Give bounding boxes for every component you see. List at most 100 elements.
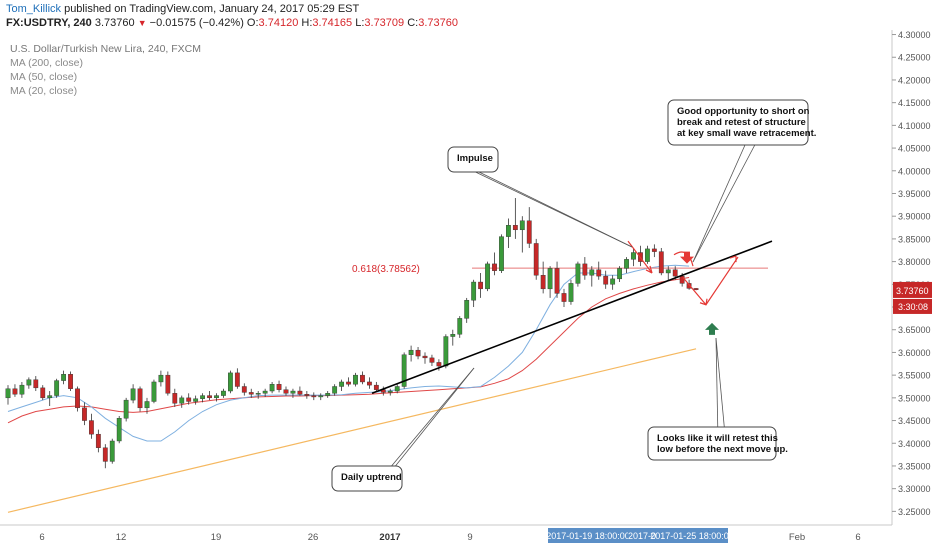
ma200-line <box>7 348 697 513</box>
candle <box>540 275 546 290</box>
legend-ma50[interactable]: MA (50, close) <box>10 71 78 83</box>
uptrend-callout-box <box>331 465 403 492</box>
x-tick-label: 9 <box>467 532 472 543</box>
candle <box>499 236 504 271</box>
candle <box>214 395 219 399</box>
candle <box>665 269 671 274</box>
countdown-tag <box>893 298 932 314</box>
candle <box>5 388 11 399</box>
candle <box>429 357 435 363</box>
publish-line: Tom_Killick published on TradingView.com… <box>6 3 359 15</box>
candle <box>179 397 185 404</box>
close-label: C: <box>407 17 419 29</box>
candle <box>422 355 428 359</box>
candle <box>346 381 351 385</box>
candle <box>492 263 497 271</box>
candle <box>575 263 581 284</box>
projection-path <box>682 256 739 306</box>
y-tick-label: 3.80000 <box>898 257 931 267</box>
candle <box>172 393 178 404</box>
candle <box>373 384 379 390</box>
impulse-arrow <box>627 240 653 274</box>
candle <box>519 220 525 231</box>
candle <box>339 381 344 387</box>
x-tick-label: 12 <box>116 532 127 543</box>
candle <box>227 372 233 392</box>
candle <box>631 252 636 260</box>
candle <box>443 336 449 367</box>
candle <box>193 398 199 402</box>
x-highlight <box>656 528 728 543</box>
candle <box>158 374 164 383</box>
candle <box>297 390 303 395</box>
short-marker-icon <box>680 251 694 264</box>
x-highlight-label: 2017-01-19 18:00:00 <box>546 531 630 541</box>
candle <box>12 388 18 395</box>
candle <box>276 384 282 390</box>
candle <box>610 278 616 285</box>
candle <box>436 362 442 367</box>
chart-canvas[interactable]: 4.30000 4.25000 4.20000 4.15000 4.10000 4.050… <box>0 30 932 550</box>
candle <box>394 386 400 392</box>
short-callout-box <box>667 99 809 146</box>
candle <box>241 386 247 393</box>
y-tick-label: 4.25000 <box>898 53 931 63</box>
publish-text: published on TradingView.com, January 24… <box>61 3 360 15</box>
candle <box>512 225 518 231</box>
last-price: 3.73760 <box>94 17 135 29</box>
down-arrow-icon: ▼ <box>137 18 147 28</box>
legend-ma200[interactable]: MA (200, close) <box>10 57 83 69</box>
y-tick-label: 3.90000 <box>898 212 931 222</box>
candle <box>61 374 67 381</box>
price-change: −0.01575 (−0.42%) <box>149 17 244 29</box>
candle <box>130 388 136 401</box>
y-tick-label: 3.35000 <box>898 461 931 471</box>
candle <box>561 293 567 302</box>
candle <box>75 388 80 409</box>
retest-callout-text: low before the next move up. <box>657 444 788 455</box>
candle <box>54 380 60 396</box>
short-callout-text: Good opportunity to short on <box>677 106 810 117</box>
open-value: 3.74120 <box>258 17 299 29</box>
open-label: O: <box>246 17 259 29</box>
impulse-callout-text: Impulse <box>457 153 493 164</box>
candle <box>415 349 421 357</box>
y-tick-label: 4.20000 <box>898 75 931 85</box>
y-tick-label: 4.05000 <box>898 144 931 154</box>
candle <box>144 401 150 409</box>
candle <box>95 433 101 448</box>
candle <box>408 349 414 355</box>
candle <box>262 390 268 394</box>
legend-title: U.S. Dollar/Turkish New Lira, 240, FXCM <box>10 43 201 55</box>
author-link[interactable]: Tom_Killick <box>6 3 62 15</box>
x-tick-label: 6 <box>855 532 860 543</box>
high-label: H: <box>301 17 313 29</box>
x-highlight <box>628 528 656 543</box>
close-value: 3.73760 <box>418 17 458 29</box>
x-highlight <box>548 528 628 543</box>
candle <box>207 395 212 399</box>
impulse-arrowhead <box>645 265 653 274</box>
publish-header: Tom_Killick published on TradingView.com… <box>0 0 932 30</box>
candle <box>82 407 87 421</box>
projection-arrowhead <box>729 255 737 263</box>
candle <box>485 263 490 290</box>
candle <box>116 418 122 442</box>
candle <box>679 275 685 284</box>
candle <box>311 395 317 398</box>
y-tick-label: 4.00000 <box>898 166 931 176</box>
candle <box>547 268 553 290</box>
candle <box>471 281 477 301</box>
candle <box>332 386 338 394</box>
short-callout-pointer <box>692 144 746 263</box>
candle <box>318 395 324 398</box>
candle <box>589 269 595 276</box>
candle <box>221 390 226 396</box>
candle <box>269 384 275 392</box>
y-tick-label: 3.40000 <box>898 439 931 449</box>
candle <box>693 288 699 290</box>
chart-frame[interactable]: U.S. Dollar/Turkish New Lira, 240, FXCM … <box>0 30 932 550</box>
legend-ma20[interactable]: MA (20, close) <box>10 85 78 97</box>
candle <box>200 395 205 399</box>
candle <box>248 392 254 395</box>
